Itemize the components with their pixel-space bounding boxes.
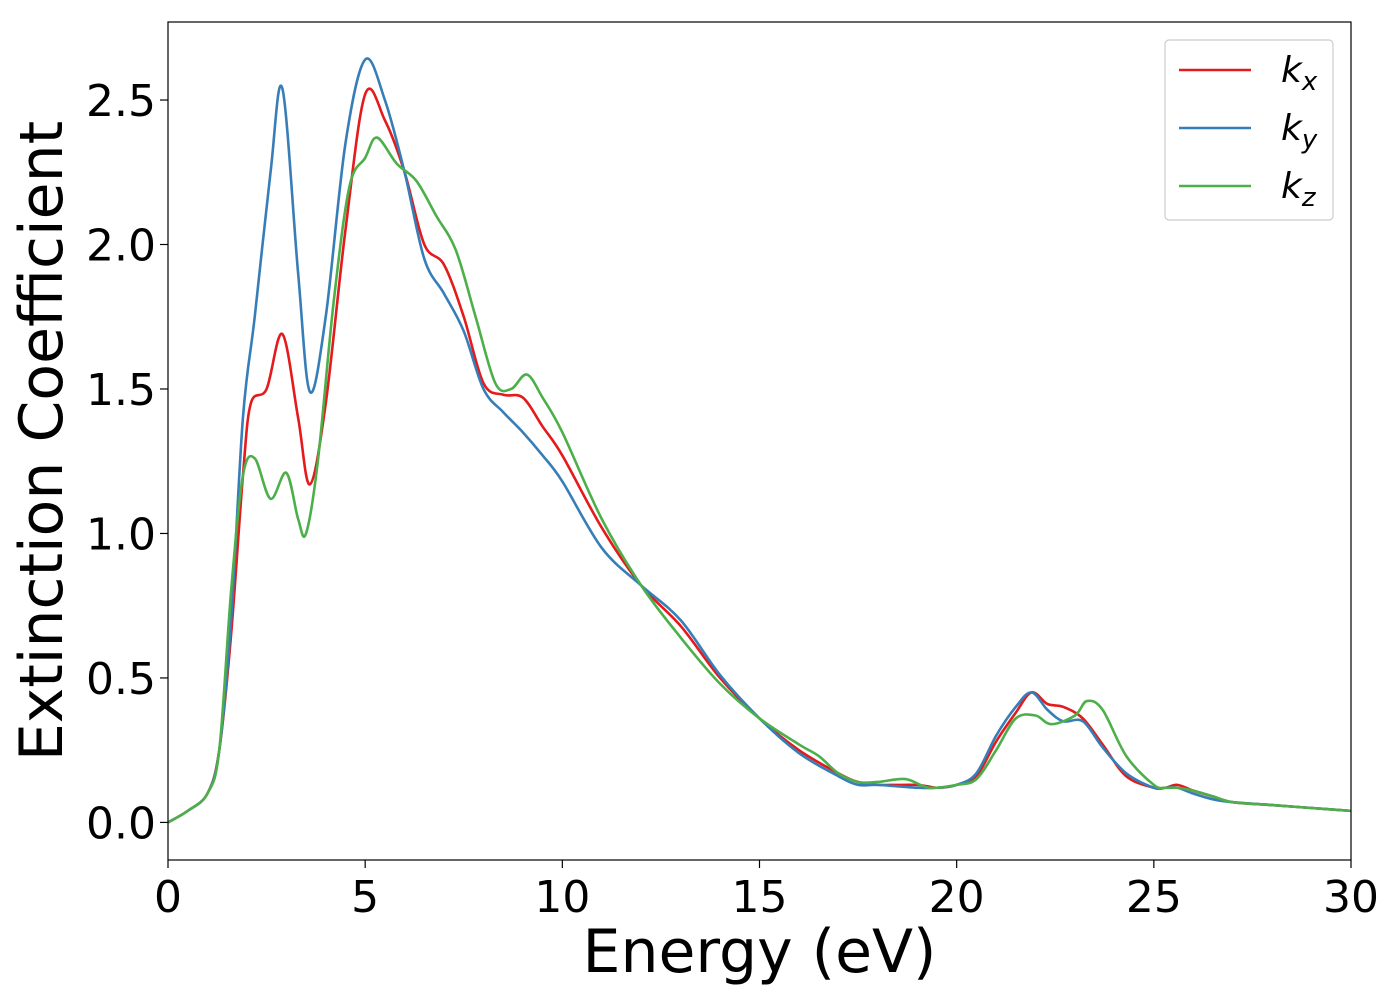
series-line-kz <box>167 136 1352 824</box>
x-tick-label: 0 <box>154 872 182 923</box>
x-tick-label: 20 <box>929 872 985 923</box>
y-tick-label: 1.0 <box>86 509 156 560</box>
y-tick-label: 0.5 <box>86 654 156 705</box>
x-tick-label: 15 <box>732 872 788 923</box>
legend: kx ky kz <box>1164 39 1334 221</box>
y-tick-label: 1.5 <box>86 365 156 416</box>
x-axis-label: Energy (eV) <box>583 917 937 987</box>
plot-area <box>168 22 1351 860</box>
y-axis-ticks: 0.0 0.5 1.0 1.5 2.0 2.5 <box>86 76 168 849</box>
legend-label-kz: kz <box>1281 166 1317 213</box>
legend-label-ky: ky <box>1281 108 1318 155</box>
x-tick-label: 30 <box>1323 872 1379 923</box>
y-axis-label: Extinction Coefficient <box>7 121 77 761</box>
legend-label-kx: kx <box>1281 50 1318 97</box>
x-tick-label: 25 <box>1126 872 1182 923</box>
y-tick-label: 0.0 <box>86 798 156 849</box>
x-tick-label: 5 <box>351 872 379 923</box>
y-tick-label: 2.0 <box>86 221 156 272</box>
series-line-ky <box>167 57 1352 824</box>
series-layer <box>167 57 1352 824</box>
legend-frame <box>1164 39 1334 221</box>
x-tick-label: 10 <box>534 872 590 923</box>
y-tick-label: 2.5 <box>86 76 156 127</box>
x-axis-ticks: 0 5 10 15 20 25 30 <box>154 860 1379 923</box>
